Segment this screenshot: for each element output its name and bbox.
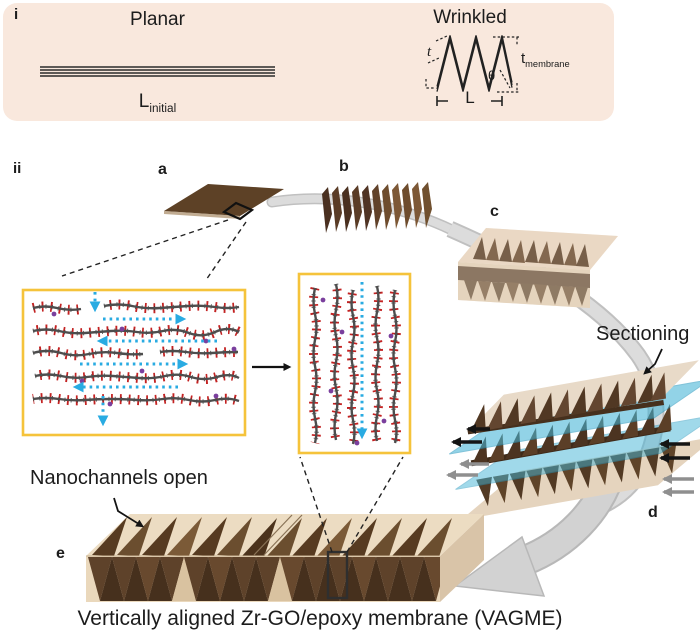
slab-top-channels xyxy=(92,514,452,556)
sectioning-direction-arrows xyxy=(446,424,694,497)
inset-connector-line xyxy=(61,219,229,277)
inset-connector-line xyxy=(205,221,247,281)
inset-connector-line xyxy=(346,456,404,553)
slab-front-channels xyxy=(88,557,440,601)
zr-ions xyxy=(51,311,237,407)
vagme-slab-e xyxy=(86,514,484,602)
wrinkled-title: Wrinkled xyxy=(433,7,507,28)
wrinkled-dimension-marks xyxy=(425,35,519,106)
sectioning-block-d xyxy=(449,360,700,520)
wrinkle-angle-label: θ xyxy=(488,68,496,83)
embedded-block-c xyxy=(458,228,618,308)
panel-ii-index: ii xyxy=(13,160,22,177)
sectioning-label: Sectioning xyxy=(596,323,690,345)
horizontal-go-inset xyxy=(21,288,247,437)
zr-ions xyxy=(320,297,394,446)
planar-title: Planar xyxy=(130,9,185,30)
wrinkled-zigzag xyxy=(436,35,513,92)
step-label-c: c xyxy=(490,203,499,220)
wrinkled-membrane-b xyxy=(322,182,432,233)
figure-caption: Vertically aligned Zr-GO/epoxy membrane … xyxy=(77,607,563,630)
zoom-region-outline xyxy=(221,201,255,221)
planar-membrane-lines xyxy=(40,66,275,77)
zoom-region-outline xyxy=(326,550,349,600)
inset-connector-line xyxy=(299,456,333,553)
schematic-panel xyxy=(3,3,614,121)
membrane-thickness-label: tmembrane xyxy=(521,50,570,69)
step-label-d: d xyxy=(648,504,658,521)
step-label-a: a xyxy=(158,161,167,178)
nanochannels-label: Nanochannels open xyxy=(30,467,208,489)
wall-thickness-label: t xyxy=(427,44,432,60)
membrane-sheet-a xyxy=(164,184,284,221)
initial-length-label: Linitial xyxy=(138,91,177,115)
wrinkle-period-label: L xyxy=(465,88,475,107)
vertical-go-inset xyxy=(297,272,412,455)
step-label-b: b xyxy=(339,158,349,175)
tortuous-water-path xyxy=(72,292,217,427)
nanochannels-leader-arrow xyxy=(113,497,145,528)
panel-i-index: i xyxy=(14,6,19,23)
sectioning-leader-arrow xyxy=(643,348,663,375)
step-label-e: e xyxy=(56,545,65,562)
